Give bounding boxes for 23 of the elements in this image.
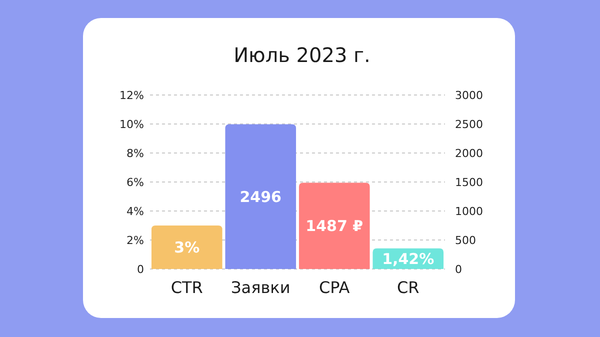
y2-tick-label: 500 (455, 234, 476, 247)
data-label: 1,42% (382, 250, 434, 268)
data-label: 3% (174, 238, 200, 256)
y-tick-label: 6% (126, 176, 144, 189)
y-tick-label: 8% (126, 146, 144, 160)
y-tick-label: 0 (137, 262, 144, 276)
data-label: 1487 ₽ (306, 217, 364, 236)
y2-tick-label: 0 (455, 262, 462, 276)
y-tick-label: 12% (120, 88, 144, 102)
y2-tick-label: 1500 (455, 176, 483, 189)
x-tick-label: CR (396, 278, 420, 297)
y-tick-label: 2% (126, 234, 144, 247)
y2-tick-label: 3000 (455, 88, 483, 102)
y2-tick-label: 1000 (455, 204, 483, 218)
y2-tick-label: 2000 (455, 146, 483, 160)
chart-title: Июль 2023 г. (234, 43, 370, 67)
data-label: 2496 (240, 188, 282, 206)
x-tick-label: CTR (170, 278, 203, 297)
y2-tick-label: 2500 (455, 118, 483, 131)
x-tick-label: CPA (319, 278, 350, 297)
x-tick-label: Заявки (231, 278, 290, 297)
y-tick-label: 4% (126, 204, 144, 218)
y-tick-label: 10% (120, 118, 144, 131)
